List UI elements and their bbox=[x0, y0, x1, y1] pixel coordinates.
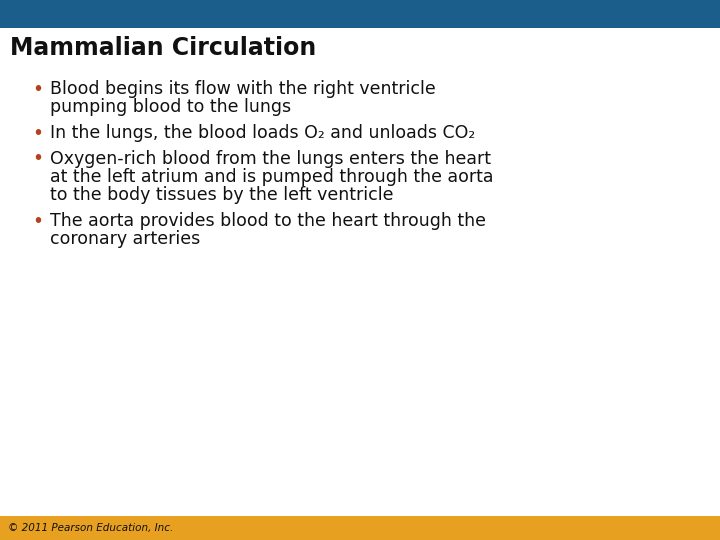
Text: © 2011 Pearson Education, Inc.: © 2011 Pearson Education, Inc. bbox=[8, 523, 174, 533]
Text: to the body tissues by the left ventricle: to the body tissues by the left ventricl… bbox=[50, 186, 394, 205]
Text: Blood begins its flow with the right ventricle: Blood begins its flow with the right ven… bbox=[50, 80, 436, 98]
Text: pumping blood to the lungs: pumping blood to the lungs bbox=[50, 98, 291, 117]
Text: Mammalian Circulation: Mammalian Circulation bbox=[10, 36, 316, 60]
Text: •: • bbox=[32, 150, 44, 168]
Text: •: • bbox=[32, 212, 44, 231]
Text: In the lungs, the blood loads O₂ and unloads CO₂: In the lungs, the blood loads O₂ and unl… bbox=[50, 124, 475, 142]
Text: •: • bbox=[32, 124, 44, 143]
Text: The aorta provides blood to the heart through the: The aorta provides blood to the heart th… bbox=[50, 212, 486, 230]
Text: at the left atrium and is pumped through the aorta: at the left atrium and is pumped through… bbox=[50, 168, 493, 186]
Text: coronary arteries: coronary arteries bbox=[50, 231, 200, 248]
Bar bbox=[0, 516, 720, 540]
Text: •: • bbox=[32, 80, 44, 99]
Text: Oxygen-rich blood from the lungs enters the heart: Oxygen-rich blood from the lungs enters … bbox=[50, 150, 491, 167]
Bar bbox=[0, 0, 720, 28]
